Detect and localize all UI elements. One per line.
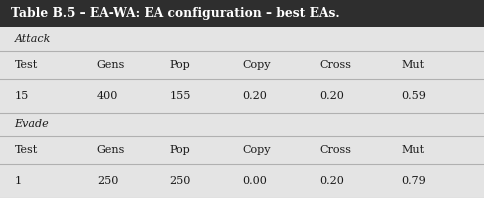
Text: Table B.5 – EA-WA: EA configuration – best EAs.: Table B.5 – EA-WA: EA configuration – be… xyxy=(11,7,339,20)
Text: 0.79: 0.79 xyxy=(402,176,426,186)
Text: 0.20: 0.20 xyxy=(319,91,344,101)
Text: 250: 250 xyxy=(169,176,191,186)
Text: 0.20: 0.20 xyxy=(319,176,344,186)
Text: 0.20: 0.20 xyxy=(242,91,267,101)
Text: 1: 1 xyxy=(15,176,22,186)
Text: Evade: Evade xyxy=(15,119,49,129)
Text: 0.00: 0.00 xyxy=(242,176,267,186)
Text: Copy: Copy xyxy=(242,145,271,155)
Text: Test: Test xyxy=(15,145,38,155)
Text: Cross: Cross xyxy=(319,60,351,70)
Text: 250: 250 xyxy=(97,176,118,186)
Text: Test: Test xyxy=(15,60,38,70)
Text: Gens: Gens xyxy=(97,60,125,70)
Text: Mut: Mut xyxy=(402,145,425,155)
Text: Attack: Attack xyxy=(15,34,51,44)
Text: 0.59: 0.59 xyxy=(402,91,426,101)
Text: Cross: Cross xyxy=(319,145,351,155)
Text: Mut: Mut xyxy=(402,60,425,70)
Text: 155: 155 xyxy=(169,91,191,101)
Text: Pop: Pop xyxy=(169,145,190,155)
Text: 400: 400 xyxy=(97,91,118,101)
Text: Gens: Gens xyxy=(97,145,125,155)
FancyBboxPatch shape xyxy=(0,0,484,27)
Text: Pop: Pop xyxy=(169,60,190,70)
Text: Copy: Copy xyxy=(242,60,271,70)
Text: 15: 15 xyxy=(15,91,29,101)
